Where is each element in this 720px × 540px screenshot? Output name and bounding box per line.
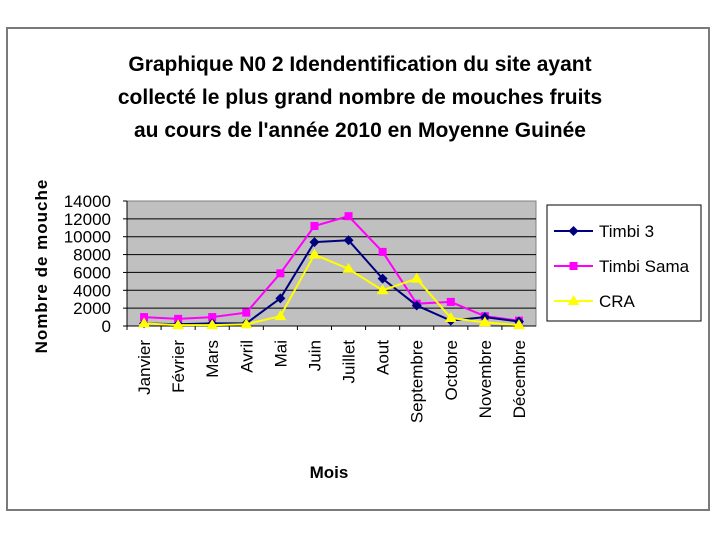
x-tick-label: Juin <box>305 340 324 371</box>
series-cra <box>138 248 525 330</box>
y-tick-label: 2000 <box>73 299 111 318</box>
data-point <box>308 248 321 259</box>
legend-swatch-marker <box>569 262 578 270</box>
data-point <box>344 212 353 221</box>
x-tick-label: Octobre <box>442 340 461 400</box>
data-point <box>138 317 151 328</box>
y-tick-label: 0 <box>102 317 111 336</box>
chart-title-line: collecté le plus grand nombre de mouches… <box>118 86 602 109</box>
data-point <box>206 319 219 330</box>
data-point <box>342 262 355 273</box>
y-tick-label: 10000 <box>64 228 111 247</box>
y-tick-label: 8000 <box>73 246 111 265</box>
series-line <box>144 239 520 326</box>
x-tick-label: Novembre <box>476 340 495 418</box>
data-point <box>309 237 320 248</box>
x-tick-label: Aout <box>374 340 393 375</box>
plot-area <box>126 200 537 327</box>
legend-label: Timbi Sama <box>599 257 690 276</box>
x-tick-label: Mai <box>271 340 290 367</box>
data-point <box>411 300 422 311</box>
data-point <box>310 222 319 230</box>
legend-swatch-marker <box>567 295 580 305</box>
series-line <box>143 215 520 322</box>
x-tick-label: Décembre <box>510 340 529 418</box>
data-point <box>376 284 389 295</box>
x-axis-title: Mois <box>310 463 349 482</box>
data-point <box>377 273 388 284</box>
x-tick-label: Mars <box>203 340 222 378</box>
data-point <box>208 313 217 322</box>
y-tick-label: 14000 <box>64 192 111 211</box>
series-line <box>143 253 520 327</box>
data-point <box>446 297 455 306</box>
data-point <box>478 316 491 327</box>
legend: Timbi 3 Timbi Sama CRA <box>546 204 702 322</box>
data-point <box>240 318 253 329</box>
data-point <box>343 235 354 246</box>
data-point <box>275 293 286 304</box>
data-point <box>174 314 183 323</box>
data-point <box>140 313 149 322</box>
x-tick-label: Février <box>169 340 188 393</box>
chart-title-line: au cours de l'année 2010 en Moyenne Guin… <box>134 119 586 142</box>
chart-title: Graphique N0 2 Idendentification du site… <box>118 53 602 142</box>
y-tick-label: 4000 <box>73 281 111 300</box>
x-tick-label: Juillet <box>340 340 359 384</box>
y-tick-label: 12000 <box>64 210 111 229</box>
x-axis-ticks: Janvier Février Mars Avril Mai Juin Juillet Aou… <box>126 325 536 423</box>
chart-title-line: Graphique N0 2 Idendentification du site… <box>128 53 591 76</box>
data-point <box>274 310 287 321</box>
data-point <box>378 247 387 256</box>
x-tick-label: Janvier <box>135 340 154 395</box>
x-tick-label: Avril <box>237 340 256 373</box>
x-tick-label: Septembre <box>408 340 427 423</box>
data-point <box>172 319 185 330</box>
data-point <box>512 319 525 330</box>
legend-label: Timbi 3 <box>599 222 654 241</box>
data-point <box>410 272 423 283</box>
data-point <box>444 311 457 322</box>
series-group <box>138 212 525 330</box>
legend-label: CRA <box>599 292 636 311</box>
data-point <box>242 308 251 317</box>
y-axis-title: Nombre de mouche <box>32 179 51 354</box>
data-point <box>276 269 285 278</box>
y-tick-label: 6000 <box>73 263 111 282</box>
legend-swatch-marker <box>568 226 579 236</box>
